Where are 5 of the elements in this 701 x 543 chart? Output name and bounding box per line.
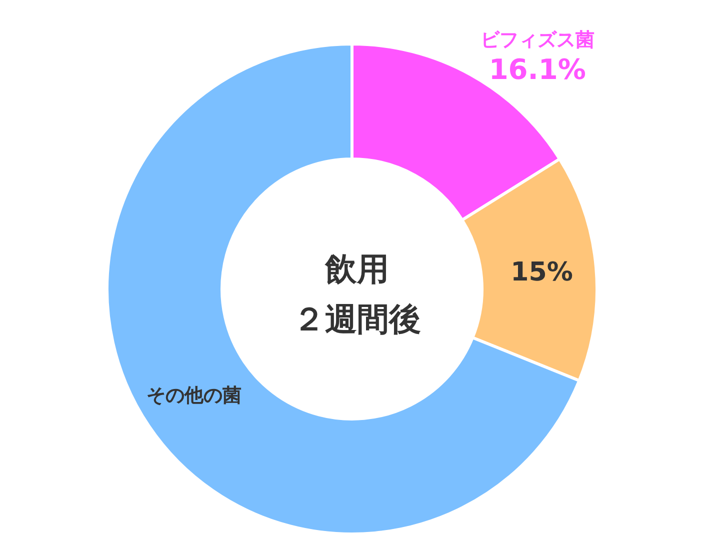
data-label: 15% — [510, 257, 573, 288]
slice-label: その他の菌 — [146, 384, 242, 407]
text: 飲用２週間後 — [293, 250, 421, 338]
slice-label: ビフィズス菌 — [480, 29, 594, 52]
data-label: 16.1% — [488, 53, 586, 86]
